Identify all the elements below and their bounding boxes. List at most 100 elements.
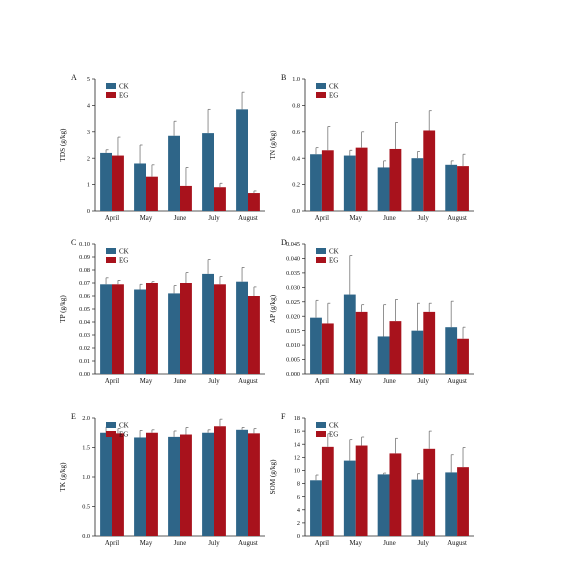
legend-swatch-eg — [316, 92, 326, 98]
y-tick-label: 2 — [87, 155, 90, 162]
bar-ck-july — [202, 133, 214, 211]
y-tick-label: 0.0 — [292, 208, 300, 215]
bar-eg-june — [180, 283, 192, 374]
bar-eg-april — [112, 433, 124, 536]
x-tick-label: April — [315, 378, 329, 385]
x-tick-label: April — [105, 215, 119, 222]
y-tick-label: 0.040 — [286, 256, 300, 263]
bar-eg-july — [423, 448, 436, 536]
legend-swatch-ck — [316, 83, 326, 89]
bar-eg-april — [321, 150, 334, 211]
y-tick-label: 0.02 — [79, 345, 90, 352]
x-tick-label: July — [208, 378, 220, 385]
panel-e: E 0.0 0.5 1.0 1.5 2.0 TK (g/kg) April May June Jul… — [59, 412, 265, 547]
legend-swatch-ck — [106, 83, 116, 89]
y-tick-label: 0 — [87, 208, 90, 215]
bar-eg-july — [214, 187, 226, 211]
x-tick-label: May — [140, 378, 153, 385]
x-tick-label: June — [174, 378, 186, 385]
y-tick-label: 1 — [87, 182, 90, 189]
bar-eg-june — [180, 434, 192, 536]
bar-ck-april — [100, 152, 112, 211]
y-tick-label: 0.025 — [286, 299, 300, 306]
x-tick-label: May — [140, 215, 153, 222]
bar-eg-july — [214, 426, 226, 536]
bar-ck-july — [202, 273, 214, 374]
legend-label-eg: EG — [119, 256, 128, 264]
y-tick-label: 0.09 — [79, 254, 90, 261]
y-tick-label: 0.06 — [79, 293, 90, 300]
y-tick-label: 0.010 — [286, 342, 300, 349]
legend-label-ck: CK — [329, 421, 339, 429]
bar-eg-april — [112, 155, 124, 211]
bar-eg-august — [248, 296, 260, 374]
y-tick-label: 4 — [87, 103, 90, 110]
y-tick-label: 0.035 — [286, 270, 300, 277]
y-tick-label: 0.07 — [79, 280, 90, 287]
bar-ck-august — [445, 164, 458, 211]
bar-ck-august — [236, 281, 248, 374]
x-tick-label: June — [174, 540, 186, 547]
bar-eg-april — [321, 323, 334, 374]
x-tick-label: May — [140, 540, 153, 547]
bar-ck-april — [100, 284, 112, 374]
y-axis-title: TP (g/kg) — [59, 295, 67, 323]
y-axis-title: AP (g/kg) — [269, 294, 277, 323]
panel-letter: E — [71, 412, 76, 421]
legend-swatch-eg — [316, 257, 326, 263]
y-tick-label: 0.01 — [79, 358, 90, 365]
y-tick-label: 4 — [297, 507, 300, 514]
y-axis-title: TDS (g/kg) — [59, 128, 67, 162]
y-tick-label: 0.015 — [286, 328, 300, 335]
panel-letter: F — [281, 412, 286, 421]
y-tick-label: 0.08 — [79, 267, 90, 274]
bar-ck-april — [100, 432, 112, 536]
bar-eg-may — [355, 147, 368, 211]
y-tick-label: 0.045 — [286, 241, 300, 248]
y-tick-label: 0.10 — [79, 241, 90, 248]
y-tick-label: 8 — [297, 481, 300, 488]
x-tick-label: July — [418, 378, 430, 385]
y-tick-label: 2 — [297, 520, 300, 527]
bar-eg-august — [457, 166, 469, 211]
y-tick-label: 1.0 — [292, 76, 300, 83]
y-tick-label: 18 — [294, 415, 300, 422]
y-tick-label: 0.2 — [292, 182, 300, 189]
legend-swatch-eg — [106, 92, 116, 98]
bar-ck-july — [411, 330, 424, 374]
bar-ck-august — [445, 327, 458, 374]
y-tick-label: 14 — [294, 441, 300, 448]
x-tick-label: August — [238, 215, 258, 222]
y-tick-label: 2.0 — [82, 415, 90, 422]
bar-ck-may — [343, 294, 356, 374]
bar-ck-may — [343, 155, 356, 211]
x-tick-label: April — [105, 540, 119, 547]
y-tick-label: 0.00 — [79, 371, 90, 378]
bar-ck-august — [236, 429, 248, 536]
y-tick-label: 0.6 — [292, 129, 300, 136]
bar-eg-may — [355, 311, 368, 374]
y-tick-label: 0.5 — [82, 504, 90, 511]
x-tick-label: July — [208, 215, 220, 222]
y-axis-title: TK (g/kg) — [59, 462, 67, 492]
panel-d: D 0.000 0.005 0.010 0.015 0.020 0.025 0.030 0.03… — [269, 238, 474, 385]
x-tick-label: August — [447, 540, 467, 547]
x-tick-label: July — [418, 540, 430, 547]
legend-label-ck: CK — [119, 421, 129, 429]
bar-ck-may — [343, 460, 356, 536]
legend-swatch-eg — [316, 431, 326, 437]
y-tick-label: 0.04 — [79, 319, 90, 326]
bar-eg-august — [457, 467, 469, 536]
y-tick-label: 0 — [297, 533, 300, 540]
bar-eg-august — [248, 193, 260, 211]
y-tick-label: 3 — [87, 129, 90, 136]
y-tick-label: 16 — [294, 428, 300, 435]
y-tick-label: 6 — [297, 494, 300, 501]
y-tick-label: 1.0 — [82, 474, 90, 481]
bar-ck-august — [445, 472, 458, 536]
x-tick-label: August — [238, 378, 258, 385]
legend-label-ck: CK — [119, 247, 129, 255]
bar-ck-june — [377, 474, 390, 536]
bar-ck-june — [168, 135, 180, 211]
